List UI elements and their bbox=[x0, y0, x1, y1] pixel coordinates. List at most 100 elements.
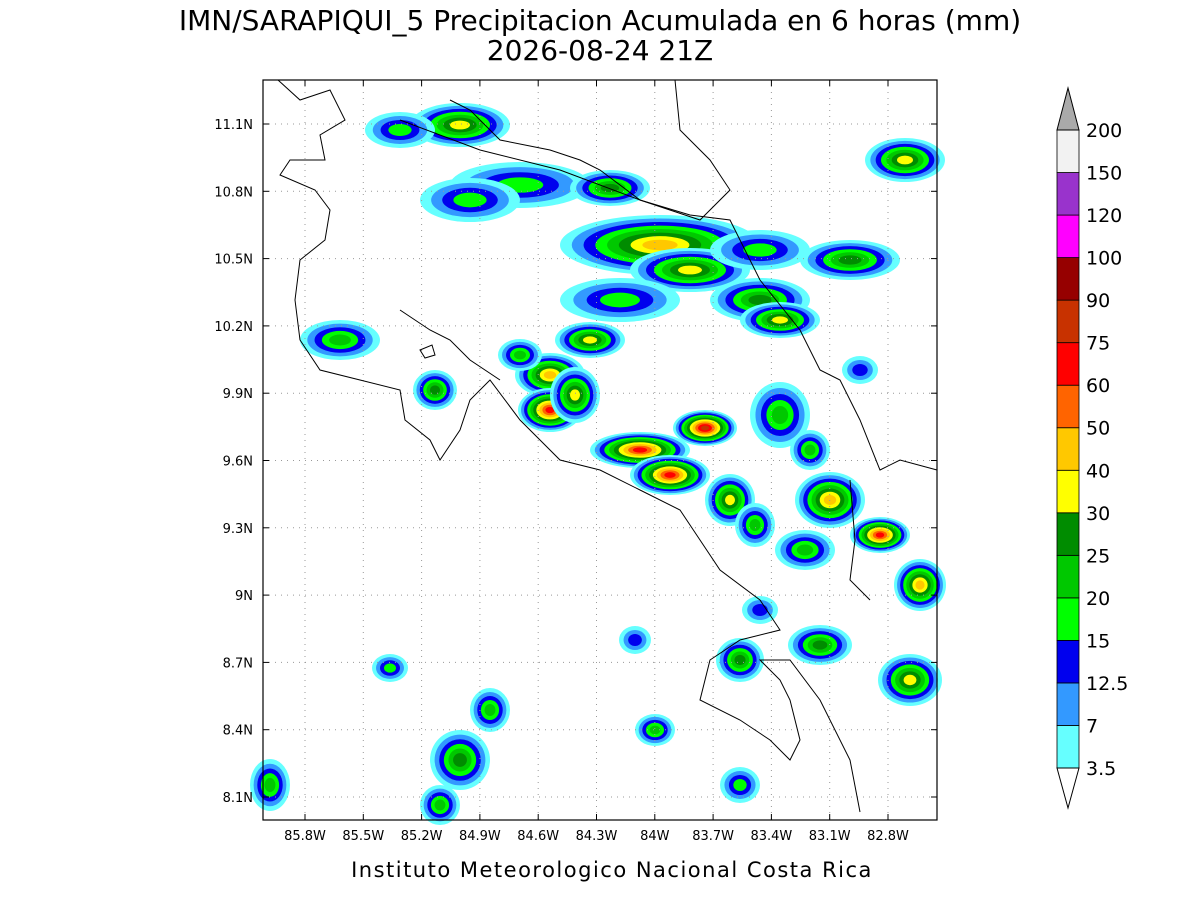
color-segment bbox=[1056, 257, 1080, 301]
lon-tick-label: 84.9W bbox=[459, 829, 501, 844]
colorbar: 3.5 7 12.5 15 20 25 30 40 50 60 75 90 100 120 150 200 bbox=[1056, 86, 1128, 810]
rain-contour bbox=[264, 777, 276, 793]
rain-contour bbox=[743, 243, 777, 257]
precipitation-field bbox=[250, 103, 946, 825]
rain-contour bbox=[628, 634, 642, 646]
rain-contour bbox=[734, 654, 746, 666]
rain-contour bbox=[678, 265, 702, 275]
rain-contour bbox=[388, 124, 412, 136]
rain-contour bbox=[903, 674, 917, 686]
lat-tick-label: 9.6N bbox=[223, 455, 253, 470]
rain-contour bbox=[384, 663, 396, 673]
rain-contour bbox=[632, 447, 648, 453]
rain-contour bbox=[812, 640, 828, 650]
rain-contour bbox=[875, 532, 885, 538]
rain-contour bbox=[543, 371, 557, 379]
rain-contour bbox=[600, 292, 640, 308]
color-segment bbox=[1056, 469, 1080, 514]
rain-contour bbox=[642, 239, 678, 251]
color-segment bbox=[1056, 512, 1080, 556]
color-segment bbox=[1056, 214, 1080, 258]
coastlines bbox=[277, 79, 938, 813]
colorbar-label: 90 bbox=[1086, 290, 1110, 312]
lon-tick-label: 85.2W bbox=[401, 829, 443, 844]
rain-contour bbox=[796, 544, 814, 556]
color-segment bbox=[1056, 384, 1080, 429]
rain-contour bbox=[545, 406, 555, 414]
colorbar-label: 50 bbox=[1086, 418, 1110, 440]
under-triangle bbox=[1056, 767, 1080, 810]
color-segment bbox=[1056, 342, 1080, 386]
footer: Instituto Meteorologico Nacional Costa R… bbox=[351, 858, 873, 882]
lon-tick-label: 82.8W bbox=[867, 829, 909, 844]
rain-contour bbox=[570, 389, 580, 401]
lat-tick-label: 8.7N bbox=[223, 656, 253, 671]
lon-tick-label: 84.6W bbox=[517, 829, 559, 844]
rain-contour bbox=[804, 444, 816, 456]
rain-contour bbox=[897, 155, 913, 165]
color-segment bbox=[1056, 725, 1080, 769]
colorbar-label: 100 bbox=[1086, 248, 1122, 270]
rain-contour bbox=[700, 425, 710, 431]
colorbar-label: 75 bbox=[1086, 333, 1110, 355]
color-segment bbox=[1056, 299, 1080, 344]
colorbar-label: 120 bbox=[1086, 205, 1122, 227]
lat-tick-label: 10.5N bbox=[214, 253, 253, 268]
colorbar-label: 200 bbox=[1086, 120, 1122, 142]
colorbar-label: 7 bbox=[1086, 715, 1098, 737]
subtitle: 2026-08-24 21Z bbox=[487, 34, 713, 67]
lat-tick-label: 11.1N bbox=[214, 118, 253, 133]
colorbar-label: 30 bbox=[1086, 503, 1110, 525]
lon-tick-label: 84W bbox=[640, 829, 670, 844]
lat-tick-label: 9N bbox=[235, 589, 253, 604]
color-segment bbox=[1056, 597, 1080, 641]
colorbar-label: 3.5 bbox=[1086, 758, 1116, 780]
rain-contour bbox=[583, 336, 597, 344]
rain-contour bbox=[649, 725, 661, 735]
lat-tick-label: 9.3N bbox=[223, 522, 253, 537]
lon-tick-label: 85.8W bbox=[284, 829, 326, 844]
lon-tick-label: 83.1W bbox=[809, 829, 851, 844]
rain-contour bbox=[329, 334, 351, 346]
color-segment bbox=[1056, 640, 1080, 684]
colorbar-label: 25 bbox=[1086, 545, 1110, 567]
rain-contour bbox=[429, 385, 441, 395]
color-segment bbox=[1056, 682, 1080, 726]
title: IMN/SARAPIQUI_5 Precipitacion Acumulada … bbox=[179, 4, 1021, 37]
rain-contour bbox=[772, 316, 788, 324]
rain-contour bbox=[453, 753, 467, 767]
colorbar-label: 12.5 bbox=[1086, 673, 1128, 695]
rain-contour bbox=[664, 472, 676, 478]
map-frame bbox=[262, 79, 938, 821]
color-segment bbox=[1056, 129, 1080, 173]
lat-tick-label: 10.2N bbox=[214, 320, 253, 335]
rain-contour bbox=[915, 580, 925, 590]
lat-tick-label: 9.9N bbox=[223, 387, 253, 402]
rain-contour bbox=[852, 364, 868, 376]
rain-contour bbox=[450, 120, 470, 130]
rain-contour bbox=[514, 350, 526, 360]
colorbar-label: 20 bbox=[1086, 588, 1110, 610]
rain-contour bbox=[771, 406, 789, 424]
rain-contour bbox=[434, 799, 446, 811]
over-triangle bbox=[1056, 86, 1080, 131]
rain-contour bbox=[748, 294, 772, 306]
graticule: 11.1N 10.8N 10.5N 10.2N 9.9N 9.6N 9.3N 9N 8.7N 8.… bbox=[214, 80, 937, 844]
rain-contour bbox=[838, 255, 862, 265]
lat-tick-label: 8.1N bbox=[223, 791, 253, 806]
rain-contour bbox=[453, 192, 487, 208]
rain-contour bbox=[484, 704, 496, 716]
color-segment bbox=[1056, 554, 1080, 599]
lon-tick-label: 83.7W bbox=[692, 829, 734, 844]
lon-tick-label: 84.3W bbox=[576, 829, 618, 844]
rain-contour bbox=[749, 519, 761, 531]
colorbar-label: 15 bbox=[1086, 630, 1110, 652]
color-segment bbox=[1056, 427, 1080, 471]
lon-tick-label: 85.5W bbox=[342, 829, 384, 844]
colorbar-label: 150 bbox=[1086, 163, 1122, 185]
rain-contour bbox=[733, 779, 747, 791]
rain-contour bbox=[725, 494, 735, 506]
lat-tick-label: 8.4N bbox=[223, 724, 253, 739]
colorbar-label: 60 bbox=[1086, 375, 1110, 397]
